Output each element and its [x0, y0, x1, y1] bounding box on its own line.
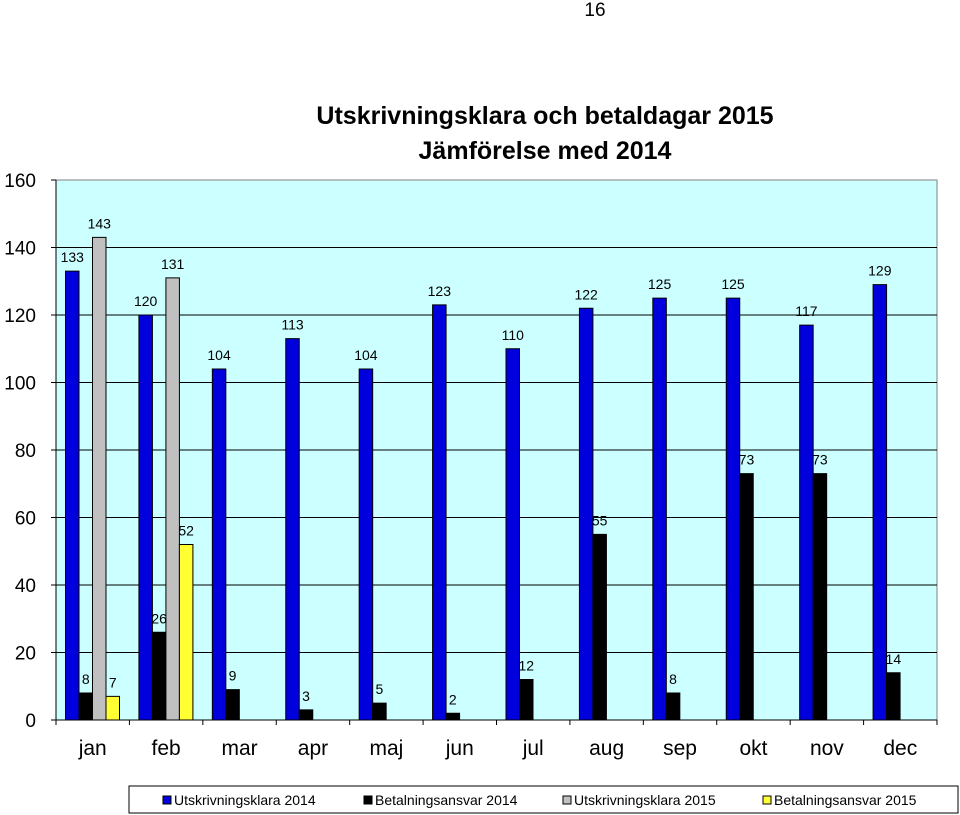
data-label: 143	[88, 215, 112, 231]
bar	[812, 473, 828, 721]
data-label: 123	[428, 283, 452, 299]
x-tick-label: jul	[522, 737, 544, 760]
data-label: 14	[886, 651, 902, 667]
legend-label: Utskrivningsklara 2015	[574, 792, 716, 808]
data-label: 73	[739, 452, 755, 468]
data-label: 26	[151, 610, 167, 626]
page-number: 16	[584, 0, 606, 21]
data-label: 55	[592, 512, 608, 528]
data-label: 7	[109, 674, 117, 690]
data-label: 8	[669, 671, 677, 687]
y-tick-label: 140	[4, 239, 36, 260]
chart-title: Utskrivningsklara och betaldagar 2015	[316, 102, 773, 130]
y-tick-label: 80	[15, 441, 36, 462]
data-label: 104	[207, 347, 231, 363]
bar	[105, 695, 120, 721]
bar	[285, 338, 300, 721]
bar	[178, 544, 194, 721]
bar	[799, 324, 814, 721]
data-label: 117	[795, 303, 818, 319]
bar	[165, 277, 180, 721]
x-tick-label: feb	[152, 737, 181, 760]
x-tick-label: jan	[78, 737, 107, 760]
data-label: 104	[354, 347, 378, 363]
y-tick-label: 0	[25, 711, 36, 732]
bar	[445, 712, 461, 721]
y-axis-ticks: 0 20 40 60 80 100 120 140 160	[4, 171, 57, 732]
x-tick-label: apr	[298, 737, 328, 760]
y-tick-label: 100	[4, 374, 36, 395]
data-label: 52	[178, 523, 194, 539]
data-label: 8	[82, 671, 90, 687]
bar	[78, 692, 93, 721]
data-label: 12	[518, 658, 534, 674]
bar	[358, 368, 374, 721]
legend-swatch	[562, 795, 572, 805]
bar	[151, 631, 167, 721]
bars	[65, 236, 901, 721]
x-tick-label: dec	[883, 737, 917, 760]
bar	[372, 702, 387, 721]
x-axis-ticks: jan feb mar apr maj jun jul aug sep okt nov dec	[55, 719, 938, 760]
data-label: 110	[502, 327, 525, 343]
bar	[665, 692, 681, 721]
bar	[298, 709, 314, 721]
data-label: 131	[161, 256, 185, 272]
bar	[652, 297, 667, 721]
data-labels: 133 8 143 7 120 26 131 52 104 9 113 3 104 5 123 2 110 12 1…	[61, 215, 902, 707]
legend-label: Betalningsansvar 2014	[375, 792, 518, 808]
bar	[519, 679, 534, 721]
bar	[725, 297, 741, 721]
y-tick-label: 40	[15, 576, 36, 597]
legend-swatch	[762, 795, 772, 805]
data-label: 73	[812, 452, 828, 468]
x-tick-label: nov	[810, 737, 844, 760]
y-tick-label: 120	[4, 306, 36, 327]
bar	[65, 270, 80, 721]
bar	[138, 314, 153, 721]
data-label: 113	[281, 317, 304, 333]
legend: Utskrivningsklara 2014 Betalningsansvar 2…	[128, 785, 959, 814]
bar	[592, 533, 607, 721]
legend-swatch	[363, 795, 373, 805]
bar	[225, 689, 240, 721]
data-label: 9	[229, 668, 237, 684]
legend-label: Betalningsansvar 2015	[774, 792, 917, 808]
data-label: 2	[449, 691, 457, 707]
data-label: 120	[134, 293, 158, 309]
y-tick-label: 160	[4, 171, 36, 192]
data-label: 5	[376, 681, 384, 697]
legend-label: Utskrivningsklara 2014	[174, 792, 316, 808]
x-tick-label: maj	[369, 737, 403, 760]
data-label: 125	[648, 276, 672, 292]
y-tick-label: 20	[15, 644, 36, 665]
data-label: 122	[574, 286, 598, 302]
x-tick-label: jun	[445, 737, 474, 760]
data-label: 129	[868, 263, 892, 279]
x-tick-label: okt	[739, 737, 767, 760]
x-tick-label: aug	[589, 737, 624, 760]
x-tick-label: sep	[663, 737, 697, 760]
bar	[211, 368, 227, 721]
legend-swatch	[162, 795, 172, 805]
bar	[886, 672, 901, 721]
bar	[432, 304, 447, 721]
data-label: 125	[721, 276, 745, 292]
data-label: 3	[302, 688, 310, 704]
y-tick-label: 60	[15, 509, 36, 530]
bar	[739, 473, 754, 721]
chart-subtitle: Jämförelse med 2014	[419, 137, 672, 165]
bar	[92, 236, 107, 721]
legend-box	[128, 785, 959, 814]
x-tick-label: mar	[221, 737, 257, 760]
gridlines	[56, 247, 937, 653]
data-label: 133	[61, 249, 85, 265]
